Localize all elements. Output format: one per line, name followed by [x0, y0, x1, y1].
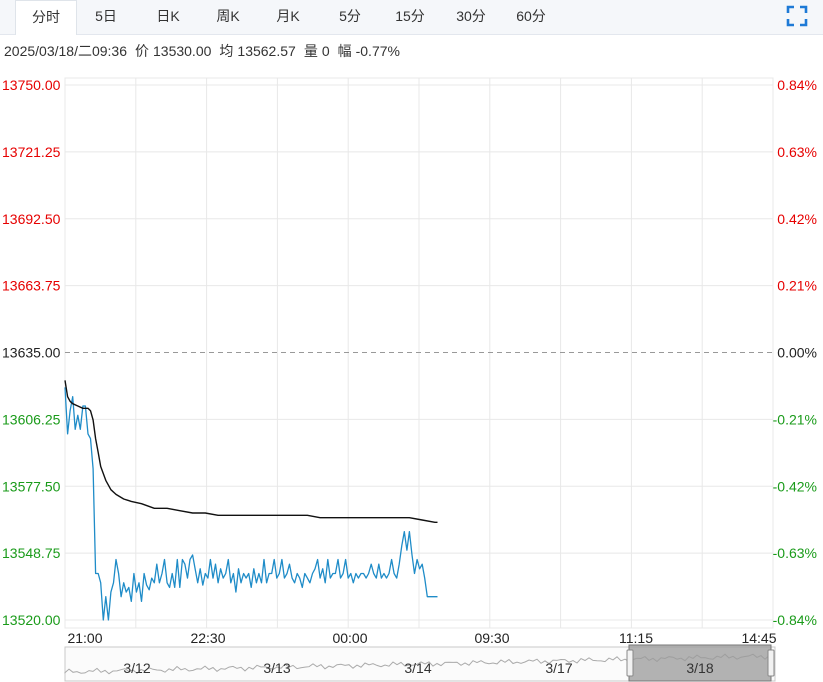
y-tick-label-left: 13721.25 [2, 144, 61, 160]
tab-5day[interactable]: 5日 [95, 8, 117, 24]
navigator-selection[interactable] [628, 644, 772, 682]
tab-5min[interactable]: 5分 [339, 8, 361, 24]
y-tick-label-right: -0.84% [773, 612, 817, 628]
y-tick-label-left: 13606.25 [2, 411, 61, 427]
tab-weekly-k[interactable]: 周K [216, 8, 240, 24]
y-tick-label-right: -0.63% [773, 545, 817, 561]
tab-monthly-k[interactable]: 月K [276, 8, 300, 24]
avg-label: 均 [219, 43, 234, 59]
navigator-date-label: 3/18 [686, 660, 713, 676]
price-value: 13530.00 [153, 43, 212, 59]
tab-30min[interactable]: 30分 [456, 8, 486, 24]
x-tick-label: 14:45 [741, 630, 776, 646]
y-tick-label-left: 13692.50 [2, 211, 61, 227]
navigator-handle-left[interactable] [626, 649, 634, 677]
volume-value: 0 [321, 43, 330, 59]
navigator-date-label: 3/13 [263, 660, 290, 676]
average-price-line [64, 380, 438, 523]
navigator-date-label: 3/12 [123, 660, 150, 676]
fullscreen-icon[interactable] [785, 4, 809, 28]
y-tick-label-left: 13635.00 [2, 345, 61, 361]
quote-datetime: 2025/03/18/二09:36 [4, 43, 127, 59]
y-tick-label-left: 13750.00 [2, 77, 61, 93]
volume-label: 量 [303, 43, 318, 59]
navigator-handle-right[interactable] [767, 649, 775, 677]
y-tick-label-right: -0.21% [773, 411, 817, 427]
quote-info-bar: 2025/03/18/二09:36 价 13530.00 均 13562.57 量 0 幅 -0… [4, 41, 408, 61]
y-tick-label-right: -0.42% [773, 478, 817, 494]
y-tick-label-right: 0.84% [777, 77, 817, 93]
price-line [64, 387, 438, 621]
tab-15min[interactable]: 15分 [395, 8, 425, 24]
x-tick-label: 11:15 [619, 630, 653, 646]
change-label: 幅 [337, 43, 352, 59]
y-tick-label-right: 0.63% [777, 144, 817, 160]
y-tick-label-right: 0.42% [777, 211, 817, 227]
price-label: 价 [135, 43, 149, 59]
x-tick-label: 21:00 [67, 630, 102, 646]
tab-intraday[interactable]: 分时 [15, 0, 77, 35]
y-tick-label-left: 13548.75 [2, 545, 61, 561]
navigator-date-label: 3/17 [545, 660, 572, 676]
change-value: -0.77% [355, 43, 400, 59]
avg-value: 13562.57 [237, 43, 296, 59]
y-tick-label-right: 0.21% [777, 278, 817, 294]
y-tick-label-right: 0.00% [777, 345, 817, 361]
period-tabs: 分时 5日 日K 周K 月K 5分 15分 30分 60分 [0, 0, 823, 35]
x-tick-label: 09:30 [474, 630, 509, 646]
x-tick-label: 00:00 [332, 630, 367, 646]
y-tick-label-left: 13663.75 [2, 278, 61, 294]
y-tick-label-left: 13577.50 [2, 478, 61, 494]
navigator-date-label: 3/14 [404, 660, 431, 676]
x-tick-label: 22:30 [190, 630, 225, 646]
y-tick-label-left: 13520.00 [2, 612, 61, 628]
tab-60min[interactable]: 60分 [516, 8, 546, 24]
tab-daily-k[interactable]: 日K [156, 8, 180, 24]
